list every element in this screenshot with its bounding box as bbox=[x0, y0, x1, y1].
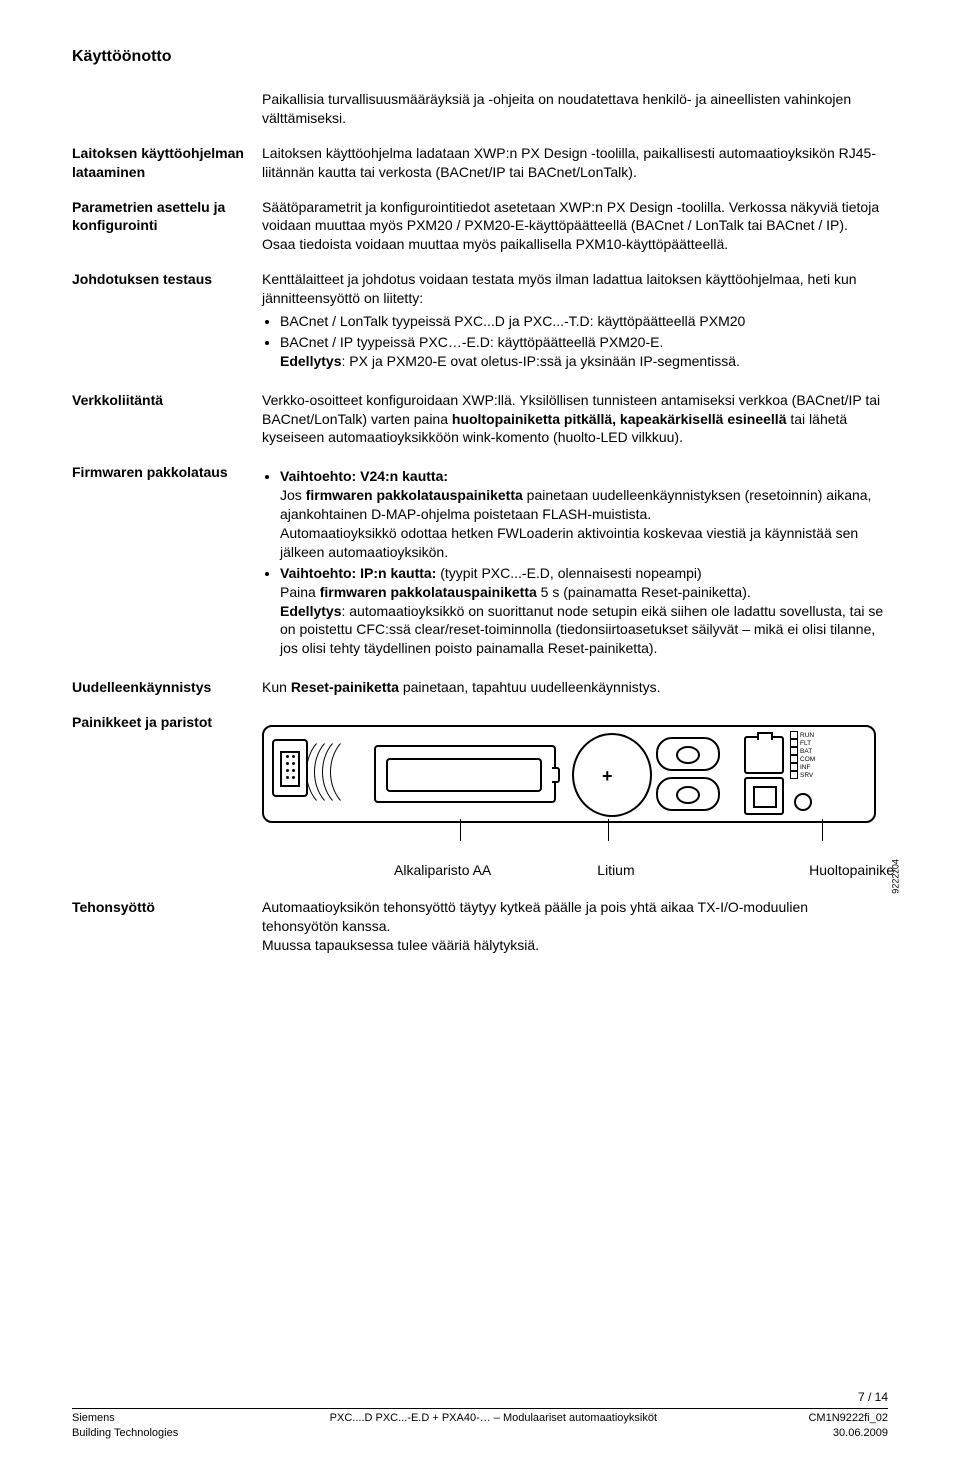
network-text: Verkko-osoitteet konfiguroidaan XWP:llä.… bbox=[262, 391, 888, 448]
params-section: Parametrien asettelu ja konfigurointi Sä… bbox=[72, 198, 888, 255]
wiring-content: Kenttälaitteet ja johdotus voidaan testa… bbox=[262, 270, 888, 374]
service-hole-icon bbox=[794, 793, 812, 811]
fw-b1-p1-bold: firmwaren pakkolatauspainiketta bbox=[306, 487, 523, 503]
firmware-list: Vaihtoehto: V24:n kautta: Jos firmwaren … bbox=[262, 467, 888, 658]
led-indicators: RUN FLT BAT COM INF SRV bbox=[790, 731, 815, 779]
restart-text: Kun Reset-painiketta painetaan, tapahtuu… bbox=[262, 678, 888, 697]
wiring-label: Johdotuksen testaus bbox=[72, 270, 262, 374]
buttons-section: Painikkeet ja paristot FW Reset bbox=[72, 713, 888, 880]
loading-text: Laitoksen käyttöohjelma ladataan XWP:n P… bbox=[262, 144, 888, 182]
params-text: Säätöparametrit ja konfigurointitiedot a… bbox=[262, 198, 888, 255]
firmware-item-2: Vaihtoehto: IP:n kautta: (tyypit PXC...-… bbox=[280, 564, 888, 658]
device-box: + RUN FLT BAT COM INF SRV bbox=[262, 725, 876, 823]
buttons-label: Painikkeet ja paristot bbox=[72, 713, 262, 880]
led-run: RUN bbox=[800, 732, 814, 739]
fw-b2-p1b: 5 s (painamatta Reset-painiketta). bbox=[537, 584, 751, 600]
caption-service: Huoltopainike bbox=[809, 861, 894, 880]
firmware-label: Firmwaren pakkolataus bbox=[72, 463, 262, 662]
led-srv: SRV bbox=[800, 772, 813, 779]
fw-b1-p1a: Jos bbox=[280, 487, 306, 503]
power-p1: Automaatioyksikön tehonsyöttö täytyy kyt… bbox=[262, 899, 808, 934]
fw-button bbox=[656, 737, 720, 771]
power-section: Tehonsyöttö Automaatioyksikön tehonsyött… bbox=[72, 898, 888, 955]
firmware-section: Firmwaren pakkolataus Vaihtoehto: V24:n … bbox=[72, 463, 888, 662]
leader-line bbox=[822, 819, 823, 841]
diagram-captions: Alkaliparisto AA Litium Huoltopainike bbox=[262, 861, 872, 880]
power-p2: Muussa tapauksessa tulee vääriä hälytyks… bbox=[262, 937, 539, 953]
led-bat: BAT bbox=[800, 748, 812, 755]
port-left bbox=[272, 739, 308, 797]
intro-text: Paikallisia turvallisuusmääräyksiä ja -o… bbox=[262, 90, 888, 128]
restart-label: Uudelleenkäynnistys bbox=[72, 678, 262, 697]
restart-post: painetaan, tapahtuu uudelleenkäynnistys. bbox=[399, 679, 661, 695]
fw-b2-p2: : automaatioyksikkö on suorittanut node … bbox=[280, 603, 883, 657]
network-section: Verkkoliitäntä Verkko-osoitteet konfigur… bbox=[72, 391, 888, 448]
restart-pre: Kun bbox=[262, 679, 291, 695]
led-inf: INF bbox=[800, 764, 810, 771]
footer: Siemens Building Technologies PXC....D P… bbox=[72, 1408, 888, 1440]
empty-label bbox=[72, 90, 262, 128]
wiring-note-label: Edellytys bbox=[280, 353, 341, 369]
footer-left2: Building Technologies bbox=[72, 1427, 178, 1439]
power-text: Automaatioyksikön tehonsyöttö täytyy kyt… bbox=[262, 898, 888, 955]
fw-b1-p2: Automaatioyksikkö odottaa hetken FWLoade… bbox=[280, 525, 858, 560]
rj-port bbox=[744, 736, 784, 774]
wiring-note: : PX ja PXM20-E ovat oletus-IP:ssä ja yk… bbox=[341, 353, 739, 369]
restart-bold: Reset-painiketta bbox=[291, 679, 399, 695]
power-label: Tehonsyöttö bbox=[72, 898, 262, 955]
plus-icon: + bbox=[602, 767, 613, 785]
battery-aa bbox=[386, 758, 542, 792]
usb-port bbox=[744, 777, 784, 815]
leader-line bbox=[608, 819, 609, 841]
led-flt: FLT bbox=[800, 740, 811, 747]
page-number: 7 / 14 bbox=[858, 1390, 888, 1404]
fw-b2-label-tail: (tyypit PXC...-E.D, olennaisesti nopeamp… bbox=[436, 565, 701, 581]
wiring-section: Johdotuksen testaus Kenttälaitteet ja jo… bbox=[72, 270, 888, 374]
page-title: Käyttöönotto bbox=[72, 48, 888, 66]
battery-nub bbox=[552, 767, 560, 783]
wiring-item-2: BACnet / IP tyypeissä PXC…-E.D: käyttöpä… bbox=[280, 333, 888, 371]
intro-section: Paikallisia turvallisuusmääräyksiä ja -o… bbox=[72, 90, 888, 128]
caption-alkali: Alkaliparisto AA bbox=[394, 861, 491, 880]
footer-right: CM1N9222fi_02 30.06.2009 bbox=[808, 1411, 888, 1440]
loading-section: Laitoksen käyttöohjelman lataaminen Lait… bbox=[72, 144, 888, 182]
params-label: Parametrien asettelu ja konfigurointi bbox=[72, 198, 262, 255]
firmware-item-1: Vaihtoehto: V24:n kautta: Jos firmwaren … bbox=[280, 467, 888, 561]
wiring-intro: Kenttälaitteet ja johdotus voidaan testa… bbox=[262, 271, 857, 306]
diagram-code: 9222z04 bbox=[890, 859, 902, 894]
footer-left: Siemens Building Technologies bbox=[72, 1411, 178, 1440]
battery-compartment bbox=[374, 745, 556, 803]
restart-section: Uudelleenkäynnistys Kun Reset-painiketta… bbox=[72, 678, 888, 697]
page: Käyttöönotto Paikallisia turvallisuusmää… bbox=[0, 0, 960, 1460]
led-com: COM bbox=[800, 756, 815, 763]
fw-b2-label: Vaihtoehto: IP:n kautta: bbox=[280, 565, 436, 581]
footer-left1: Siemens bbox=[72, 1412, 115, 1424]
network-label: Verkkoliitäntä bbox=[72, 391, 262, 448]
fw-b2-p1-bold: firmwaren pakkolatauspainiketta bbox=[320, 584, 537, 600]
wiring-item-2-text: BACnet / IP tyypeissä PXC…-E.D: käyttöpä… bbox=[280, 334, 663, 350]
firmware-content: Vaihtoehto: V24:n kautta: Jos firmwaren … bbox=[262, 463, 888, 662]
footer-right1: CM1N9222fi_02 bbox=[808, 1412, 888, 1424]
network-bold: huoltopainiketta pitkällä, kapeakärkisel… bbox=[452, 411, 787, 427]
wiring-item-1: BACnet / LonTalk tyypeissä PXC...D ja PX… bbox=[280, 312, 888, 331]
fw-b1-label: Vaihtoehto: V24:n kautta: bbox=[280, 468, 448, 484]
wiring-list: BACnet / LonTalk tyypeissä PXC...D ja PX… bbox=[262, 312, 888, 371]
reset-button bbox=[656, 777, 720, 811]
fw-b2-p2-label: Edellytys bbox=[280, 603, 341, 619]
leader-line bbox=[460, 819, 461, 841]
footer-right2: 30.06.2009 bbox=[833, 1427, 888, 1439]
diagram: FW Reset bbox=[262, 719, 888, 880]
caption-litium: Litium bbox=[597, 861, 634, 880]
loading-label: Laitoksen käyttöohjelman lataaminen bbox=[72, 144, 262, 182]
fw-b2-p1a: Paina bbox=[280, 584, 320, 600]
footer-mid: PXC....D PXC...-E.D + PXA40-… – Modulaar… bbox=[330, 1411, 657, 1440]
port-dots bbox=[286, 755, 296, 781]
